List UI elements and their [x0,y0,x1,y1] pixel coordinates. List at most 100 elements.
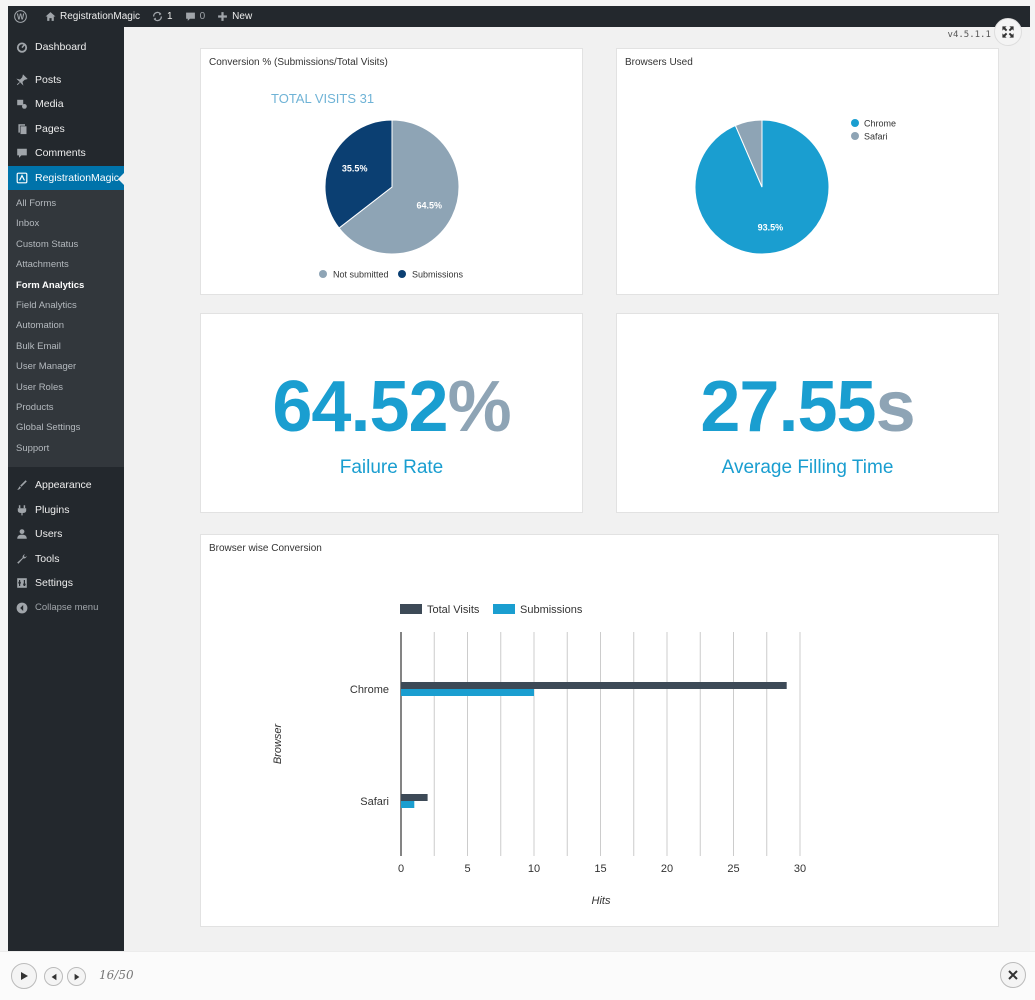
sidebar-item-pages[interactable]: Pages [8,117,124,142]
bar-chrome-total-visits [401,682,787,689]
collapse-menu-label: Collapse menu [35,602,99,614]
registrationmagic-icon [15,171,29,185]
sidebar-item-tools[interactable]: Tools [8,547,124,572]
registrationmagic-submenu: All Forms Inbox Custom Status Attachments Fo… [8,190,124,468]
submenu-item-inbox[interactable]: Inbox [16,218,40,230]
sidebar-item-users[interactable]: Users [8,522,124,547]
slide-counter: 16/50 [99,968,134,982]
sidebar-item-plugins[interactable]: Plugins [8,498,124,523]
submenu-item-automation[interactable]: Automation [16,320,65,332]
sidebar-item-label: Posts [35,73,62,86]
admin-sidebar: Dashboard Posts Media Pages Comments Registra… [8,27,124,951]
update-icon [153,11,163,22]
sidebar-item-appearance[interactable]: Appearance [8,473,124,498]
submenu-item-user-roles[interactable]: User Roles [16,381,63,393]
legend-label: Total Visits [427,604,480,616]
close-button[interactable] [1000,962,1026,988]
play-button[interactable] [11,963,37,989]
comments-link[interactable]: 0 [179,6,212,27]
browser-conversion-card: Browser wise Conversion Total Visits Subm… [200,534,999,927]
sidebar-item-comments[interactable]: Comments [8,141,124,166]
legend-swatch [851,119,859,127]
filling-time-number: 27.55 [700,367,876,447]
sidebar-item-label: Media [35,98,64,111]
browsers-used-card: Browsers Used 93.5% Chrome Safari [616,48,999,295]
submenu-item-all-forms[interactable]: All Forms [16,198,57,209]
user-icon [15,527,29,541]
filling-time-card: 27.55s Average Filling Time [616,313,999,513]
x-tick-label: 25 [727,863,739,875]
wordpress-logo-icon[interactable]: W [8,6,39,27]
sidebar-item-label: Users [35,528,63,541]
sidebar-item-label: RegistrationMagic [35,171,120,184]
filling-time-value: 27.55s [617,366,998,448]
submenu-item-form-analytics[interactable]: Form Analytics [16,279,85,291]
submenu-item-field-analytics[interactable]: Field Analytics [16,299,77,311]
submenu-item-support[interactable]: Support [16,442,50,454]
pie-slice-label: 93.5% [758,223,784,233]
sidebar-item-dashboard[interactable]: Dashboard [8,35,124,60]
admin-window: W RegistrationMagic 1 0 New Dashboard Pos… [8,6,1030,951]
legend-label: Submissions [520,604,583,616]
dashboard-icon [15,40,29,54]
browsers-card-title: Browsers Used [625,57,693,68]
wrench-icon [15,552,29,566]
sidebar-item-posts[interactable]: Posts [8,68,124,93]
collapse-menu-button[interactable]: Collapse menu [8,596,124,621]
submenu-item-custom-status[interactable]: Custom Status [16,238,79,250]
conversion-pie-chart: 64.5% 35.5% Not submitted Submissions [319,119,464,280]
filling-time-label: Average Filling Time [721,457,894,478]
submenu-item-attachments[interactable]: Attachments [16,259,69,271]
legend-swatch [851,132,859,140]
x-tick-label: 20 [661,863,673,875]
pin-icon [15,73,29,87]
y-tick-label: Chrome [350,684,389,696]
x-tick-label: 15 [594,863,606,875]
admin-bar: W RegistrationMagic 1 0 New [8,6,1030,27]
updates-link[interactable]: 1 [146,6,179,27]
bar-card-title: Browser wise Conversion [209,543,322,554]
updates-count: 1 [167,11,173,22]
new-content-link[interactable]: New [211,6,258,27]
submenu-item-global-settings[interactable]: Global Settings [16,422,81,434]
legend-label: Safari [864,132,888,142]
comment-icon [185,12,195,21]
close-icon [1008,970,1018,980]
pie-slice-label: 35.5% [342,164,368,174]
failure-rate-value: 64.52% [201,366,582,448]
sidebar-item-label: Appearance [35,479,92,492]
submenu-item-bulk-email[interactable]: Bulk Email [16,340,61,352]
sidebar-item-registrationmagic[interactable]: RegistrationMagic [8,165,124,190]
previous-button[interactable] [44,967,63,986]
plugin-version: v4.5.1.1 Prem [947,30,1018,40]
bar-safari-total-visits [401,794,428,801]
failure-rate-number: 64.52 [272,367,448,447]
bar-chrome-submissions [401,689,534,696]
failure-rate-card: 64.52% Failure Rate [200,313,583,513]
sidebar-item-settings[interactable]: Settings [8,571,124,596]
pages-icon [15,122,29,136]
legend-label: Chrome [864,119,896,129]
failure-rate-label: Failure Rate [339,457,444,478]
sidebar-item-label: Settings [35,577,73,590]
sidebar-item-label: Tools [35,552,60,565]
comments-count: 0 [199,11,206,22]
comment-icon [15,146,29,160]
legend-swatch [398,270,406,278]
fullscreen-button[interactable] [994,18,1022,46]
sidebar-item-label: Comments [35,147,86,160]
bar-safari-submissions [401,801,415,808]
sidebar-item-label: Pages [35,122,65,135]
site-name-link[interactable]: RegistrationMagic [39,6,146,27]
submenu-item-products[interactable]: Products [16,401,54,413]
filling-time-suffix: s [875,367,916,447]
expand-icon [1002,26,1014,38]
legend-label: Submissions [412,270,464,280]
sidebar-item-media[interactable]: Media [8,92,124,117]
submenu-item-user-manager[interactable]: User Manager [16,361,77,373]
sidebar-item-label: Plugins [35,503,70,516]
media-icon [15,97,29,111]
pie-slice-submissions [324,119,393,229]
next-button[interactable] [67,967,86,986]
failure-rate-suffix: % [447,367,512,447]
